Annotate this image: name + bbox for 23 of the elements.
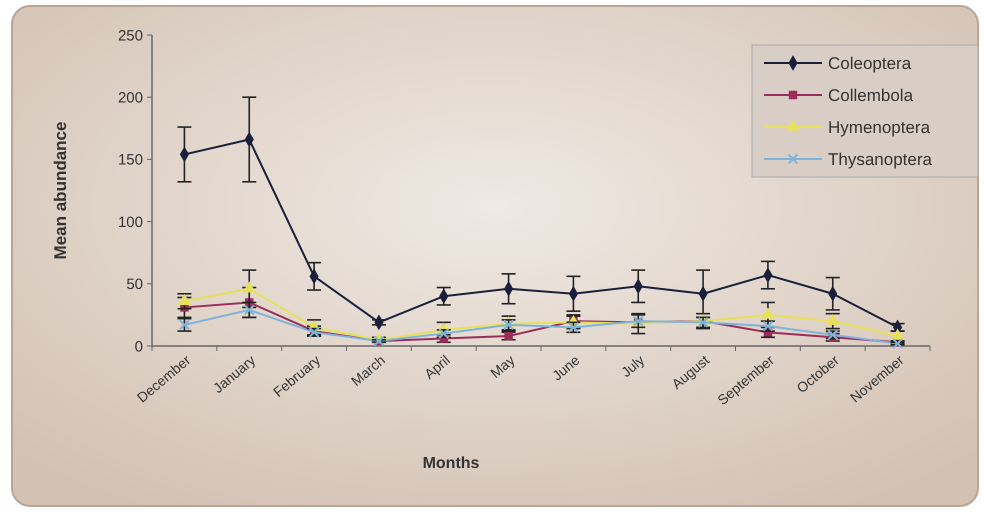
y-axis-title: Mean abundance	[51, 122, 70, 260]
point	[762, 320, 774, 332]
legend-label: Thysanoptera	[828, 150, 932, 169]
point	[762, 308, 774, 319]
point	[568, 322, 579, 333]
point	[178, 294, 191, 305]
legend-label: Coleoptera	[828, 54, 912, 73]
y-tick-label: 100	[118, 214, 143, 231]
y-tick-label: 50	[126, 276, 143, 294]
legend-label: Collembola	[828, 86, 914, 105]
x-tick-label: May	[487, 352, 518, 382]
x-axis-title: Months	[422, 455, 480, 472]
point	[503, 319, 514, 330]
point	[504, 332, 513, 340]
y-tick-label: 200	[118, 89, 143, 106]
legend-label: Hymenoptera	[828, 118, 931, 137]
y-tick-label: 250	[118, 27, 143, 44]
y-tick-label: 150	[118, 152, 143, 169]
y-tick-label: 0	[134, 338, 143, 356]
point	[826, 314, 839, 325]
x-tick-label: July	[618, 352, 648, 380]
point	[243, 282, 256, 293]
x-tick-label: June	[548, 352, 583, 384]
